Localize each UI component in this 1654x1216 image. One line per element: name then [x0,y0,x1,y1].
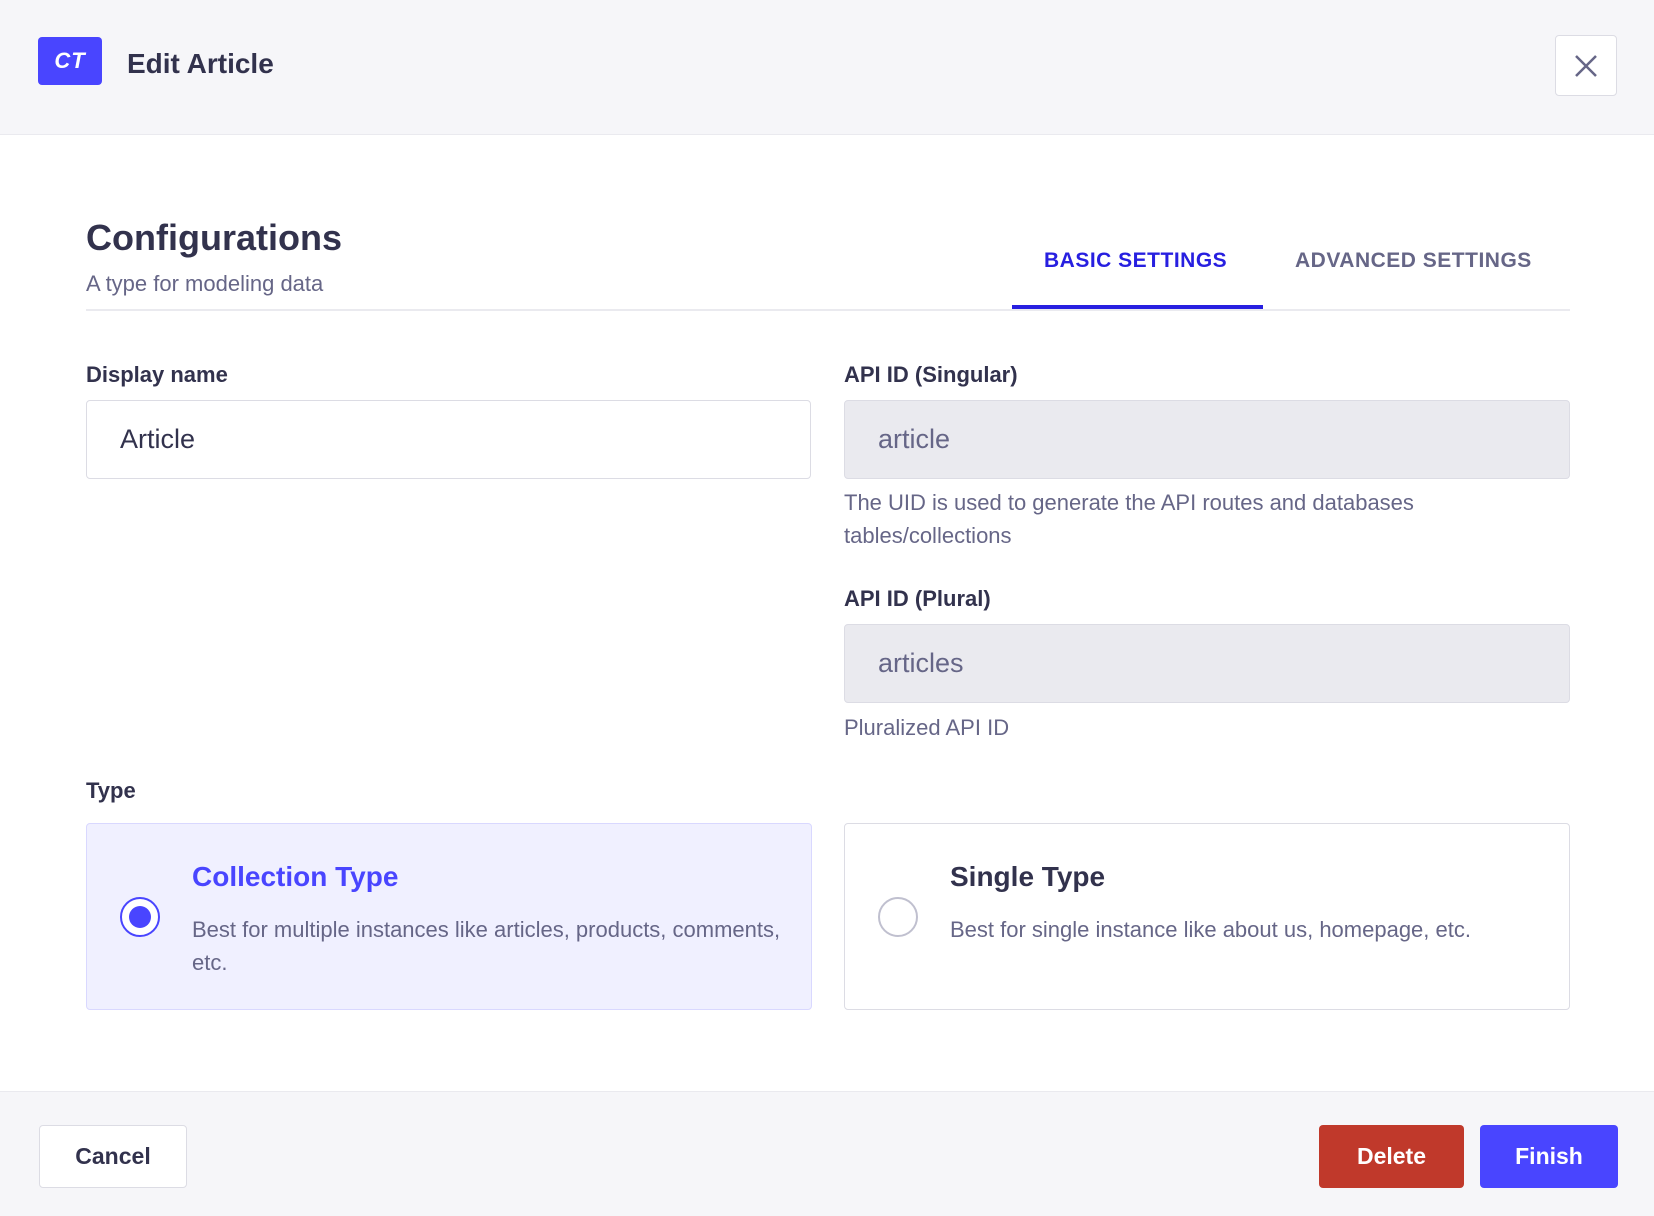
api-singular-label: API ID (Singular) [844,362,1018,387]
delete-button[interactable]: Delete [1319,1125,1464,1188]
close-button[interactable] [1555,35,1617,96]
tabs-divider [86,309,1570,311]
collection-type-option[interactable]: Collection Type Best for multiple instan… [86,823,812,1010]
option-description: Best for single instance like about us, … [950,917,1471,942]
radio-selected[interactable] [120,897,160,937]
section-subtitle: A type for modeling data [86,271,324,296]
option-description: Best for multiple instances like article… [192,917,781,975]
content-type-logo: CT [38,37,102,85]
single-type-option[interactable]: Single Type Best for single instance lik… [844,823,1570,1010]
active-tab-indicator [1012,305,1263,309]
api-singular-help: The UID is used to generate the API rout… [844,490,1414,548]
cancel-button[interactable]: Cancel [39,1125,187,1188]
finish-button[interactable]: Finish [1480,1125,1618,1188]
radio-unselected[interactable] [878,897,918,937]
api-plural-label: API ID (Plural) [844,586,991,611]
display-name-label: Display name [86,362,228,387]
tab-advanced-settings[interactable]: ADVANCED SETTINGS [1295,249,1532,272]
tab-basic-settings[interactable]: BASIC SETTINGS [1044,249,1228,272]
api-plural-input[interactable]: articles [844,624,1570,703]
api-plural-help: Pluralized API ID [844,715,1010,740]
section-title: Configurations [86,217,342,258]
close-icon [1575,54,1597,77]
modal-header [0,0,1654,135]
option-title: Single Type [950,861,1106,892]
api-singular-input[interactable]: article [844,400,1570,479]
modal-title: Edit Article [127,48,274,79]
option-title: Collection Type [192,861,399,892]
type-label: Type [86,778,136,803]
display-name-input[interactable]: Article [86,400,811,479]
